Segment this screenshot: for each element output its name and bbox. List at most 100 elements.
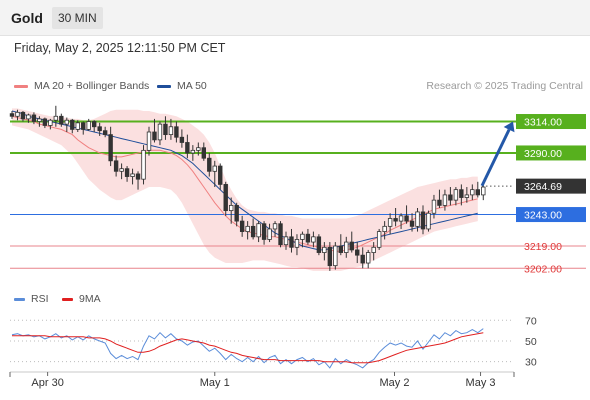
- candle-body: [437, 199, 442, 206]
- candle: [102, 126, 108, 138]
- rsi-9ma-line: [12, 332, 484, 364]
- candle-body: [344, 241, 349, 253]
- level-label-bg-3: [516, 207, 586, 223]
- candle-body: [9, 113, 15, 117]
- candle: [344, 236, 349, 258]
- candle-body: [130, 173, 135, 177]
- candle-body: [349, 241, 354, 251]
- x-tick-label: May 2: [380, 377, 410, 389]
- candle: [218, 163, 223, 190]
- candle: [300, 231, 305, 248]
- candle: [130, 168, 135, 185]
- candle-body: [174, 126, 179, 138]
- candle: [311, 231, 316, 248]
- candle-body: [376, 231, 382, 248]
- candle-body: [475, 189, 480, 196]
- candle-body: [420, 211, 426, 230]
- candle: [9, 111, 15, 119]
- candle: [59, 113, 64, 127]
- interval-badge[interactable]: 30 MIN: [52, 7, 103, 29]
- candle-body: [146, 131, 152, 151]
- candle: [475, 181, 480, 198]
- candle-body: [464, 194, 470, 198]
- candle: [108, 126, 113, 167]
- candle-body: [470, 189, 475, 196]
- candle: [31, 112, 37, 125]
- candle: [431, 194, 437, 219]
- level-label-bg-1: [516, 145, 586, 161]
- candle-body: [234, 204, 239, 222]
- candle-body: [53, 115, 59, 121]
- candle: [196, 142, 201, 156]
- legend-swatch-9ma: [62, 297, 73, 301]
- candle: [459, 184, 464, 206]
- rsi-tick-label: 50: [525, 336, 537, 348]
- candle-body: [355, 249, 360, 256]
- candle: [26, 113, 31, 123]
- candle-body: [179, 136, 185, 143]
- candle-body: [108, 134, 113, 162]
- candle-body: [272, 223, 278, 230]
- candle-body: [415, 211, 420, 227]
- x-tick-label: May 3: [466, 377, 496, 389]
- level-label-2: 3264.69: [524, 181, 562, 193]
- candle: [42, 117, 48, 129]
- candle-body: [426, 212, 431, 230]
- candle-body: [333, 245, 338, 267]
- ma20-line: [11, 115, 478, 252]
- legend-ma50: MA 50: [157, 80, 207, 92]
- candle: [442, 189, 448, 211]
- legend-label-ma20: MA 20 + Bollinger Bands: [34, 80, 150, 92]
- legend-swatch-rsi: [14, 297, 25, 301]
- bollinger-band-area: [12, 108, 478, 271]
- symbol-title: Gold: [11, 10, 43, 26]
- candle: [135, 171, 141, 190]
- candle: [409, 213, 415, 232]
- ma50-line: [11, 110, 478, 251]
- candle-body: [168, 126, 174, 136]
- legend-rsi: RSI: [14, 293, 49, 305]
- candle: [272, 221, 278, 237]
- candle-body: [382, 225, 387, 232]
- candle-body: [365, 252, 371, 264]
- candle-body: [311, 236, 316, 243]
- level-label-bg-2: [516, 178, 586, 194]
- x-tick-label: Apr 30: [31, 377, 63, 389]
- candle: [349, 231, 354, 253]
- projection-arrow-head: [503, 121, 515, 133]
- candle: [64, 117, 69, 132]
- candle: [437, 189, 442, 208]
- candle: [387, 213, 393, 235]
- candle-body: [207, 157, 212, 172]
- candle: [278, 221, 283, 248]
- candle-body: [124, 168, 130, 177]
- candle: [119, 163, 124, 180]
- candle-body: [15, 111, 20, 117]
- candle-body: [42, 118, 48, 126]
- candle: [393, 208, 398, 227]
- candle-body: [371, 246, 376, 253]
- candle: [316, 234, 322, 256]
- candle: [92, 120, 97, 132]
- candle: [81, 121, 86, 135]
- candle-body: [223, 184, 228, 212]
- candle-body: [338, 245, 343, 253]
- x-tick-label: May 1: [200, 377, 230, 389]
- candle-body: [64, 119, 69, 125]
- candle-body: [393, 218, 398, 222]
- candle: [250, 218, 256, 240]
- candle-body: [300, 233, 305, 240]
- candle-body: [135, 173, 141, 180]
- candle-body: [459, 189, 464, 198]
- candle-body: [37, 118, 42, 122]
- candle: [376, 228, 382, 250]
- candle: [333, 242, 338, 270]
- candle: [179, 129, 185, 148]
- candle-body: [185, 142, 190, 154]
- candle-body: [261, 223, 267, 240]
- candle: [207, 152, 212, 177]
- candle-body: [59, 115, 64, 125]
- candle-body: [97, 126, 102, 132]
- candle-body: [190, 149, 196, 154]
